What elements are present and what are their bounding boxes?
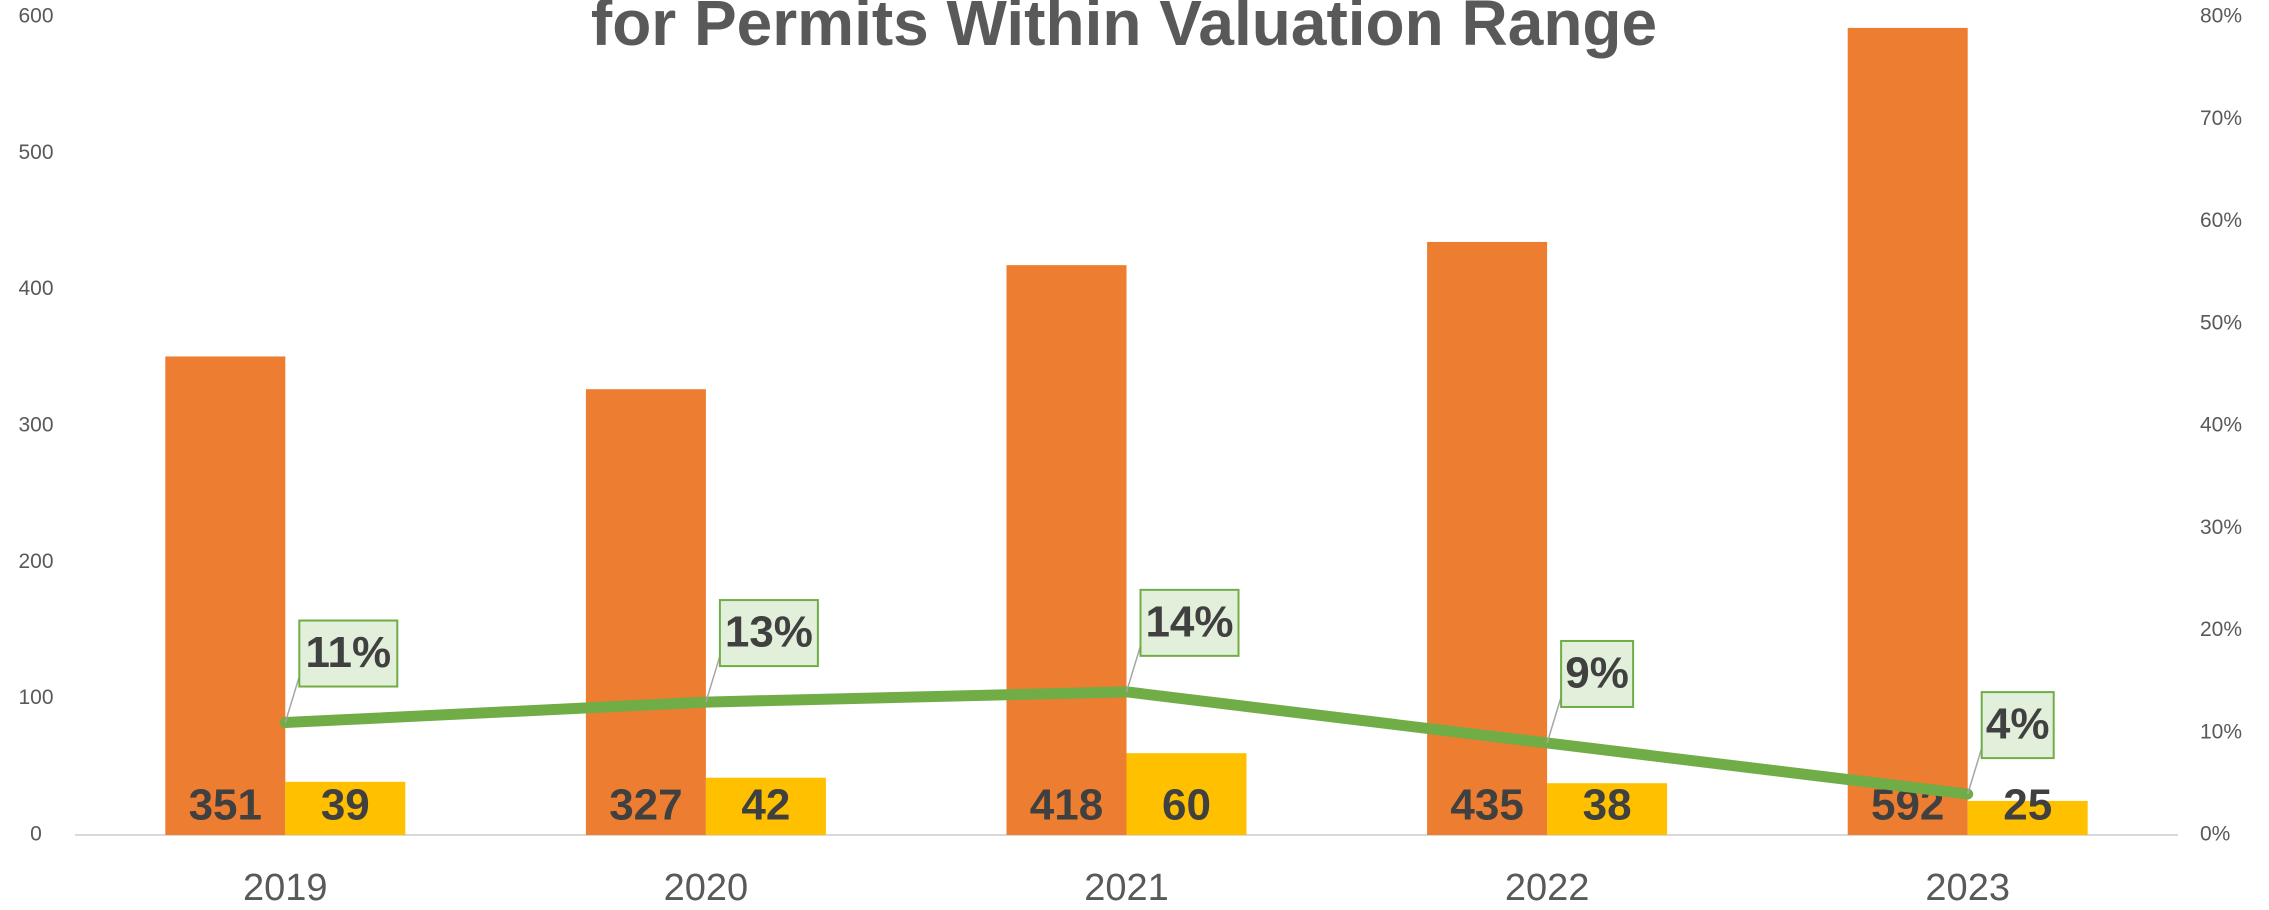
label-box [1980,691,2055,760]
bar [1126,753,1247,835]
y-tick-label: 600 [18,5,53,28]
bar [705,777,826,835]
data-label: 13% [725,608,813,657]
y2-tick-label: 60% [2200,209,2242,232]
data-label: 435 [1450,781,1523,830]
y2-tick-label: 30% [2200,516,2242,539]
data-label: 39 [321,781,370,830]
leader-line [1966,725,1983,795]
data-label: 351 [189,781,262,830]
bar [285,781,406,835]
x-tick-label: 2023 [1925,867,2010,909]
data-label: 42 [741,781,790,830]
y2-tick-label: 50% [2200,311,2242,334]
bar [1967,800,2088,835]
leader-line [1546,673,1562,744]
data-label: 60 [1162,781,1211,830]
y2-tick-label: 40% [2200,414,2242,437]
y-tick-label: 500 [18,141,53,164]
data-label: 38 [1583,781,1632,830]
y2-tick-label: 10% [2200,720,2242,743]
label-box [718,599,819,668]
y-tick-label: 400 [18,277,53,300]
leader-line [1125,622,1142,693]
y-tick-label: 100 [18,686,53,709]
label-box [1139,588,1240,657]
data-label: 4% [1986,700,2050,749]
data-label: 327 [609,781,682,830]
y-tick-label: 200 [18,550,53,573]
bar [165,356,286,835]
leader-line [705,633,721,703]
y2-tick-label: 80% [2200,5,2242,28]
x-tick-label: 2019 [243,867,328,909]
data-label: 418 [1030,781,1103,830]
chart-title: for Permits Within Valuation Range [591,0,1657,59]
data-label: 14% [1145,597,1233,646]
label-box [298,619,399,688]
data-label: 9% [1565,649,1629,698]
bar [1847,27,1968,835]
y-tick-label: 0 [30,823,42,846]
leader-line [284,653,301,723]
data-label: 11% [305,628,391,677]
x-tick-label: 2022 [1505,867,1590,909]
bar [1547,783,1668,835]
y-tick-label: 300 [18,414,53,437]
x-tick-label: 2021 [1084,867,1169,909]
y2-tick-label: 20% [2200,618,2242,641]
y2-tick-label: 0% [2200,823,2230,846]
label-box [1560,639,1635,708]
x-tick-label: 2020 [664,867,749,909]
data-label: 25 [2003,781,2052,830]
bar [585,389,706,835]
bar [1006,265,1127,835]
y2-tick-label: 70% [2200,107,2242,130]
